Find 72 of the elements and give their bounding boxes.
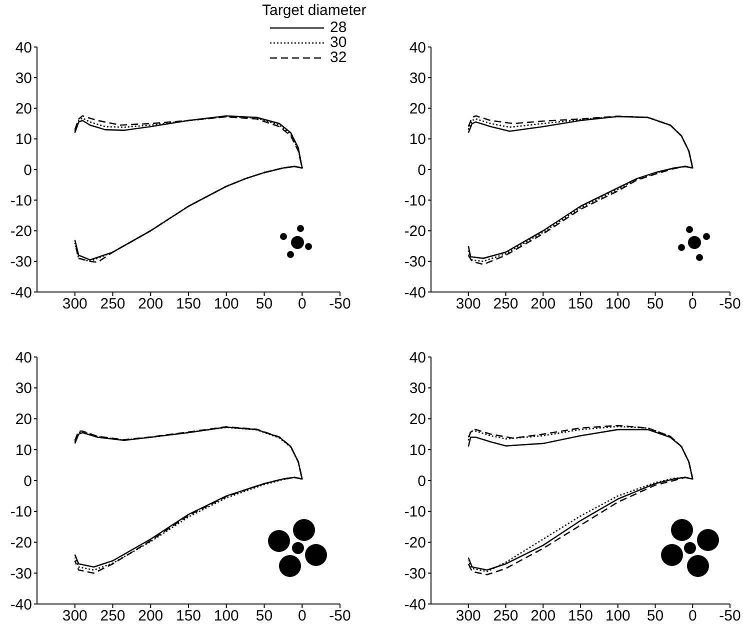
y-tick-label: -10 [404, 192, 426, 210]
y-tick-label: 0 [418, 472, 426, 490]
legend-label: 30 [330, 34, 347, 51]
y-tick-label: 10 [409, 131, 426, 148]
x-tick-label: 100 [605, 608, 630, 625]
x-tick-label: 200 [530, 608, 556, 625]
x-tick-label: 150 [568, 296, 594, 313]
x-tick-label: 150 [176, 608, 202, 625]
x-tick-label: 250 [493, 296, 518, 313]
x-tick-label: 150 [176, 296, 202, 313]
x-tick-label: 50 [646, 296, 664, 313]
x-tick-label: 50 [256, 608, 273, 625]
x-tick-label: -50 [719, 296, 741, 313]
x-tick-label: -50 [719, 608, 741, 625]
x-tick-label: 250 [100, 296, 126, 313]
y-tick-label: 10 [15, 131, 32, 148]
y-tick-label: -40 [404, 596, 426, 614]
x-tick-label: 300 [62, 608, 88, 625]
y-tick-label: 10 [409, 442, 426, 459]
legend-label: 28 [330, 19, 347, 36]
y-tick-label: 10 [15, 442, 32, 459]
y-tick-label: 0 [418, 162, 426, 179]
y-tick-label: 0 [24, 162, 32, 179]
x-tick-label: 100 [214, 296, 239, 313]
y-tick-label: -30 [10, 254, 32, 271]
x-tick-label: 100 [214, 608, 239, 625]
y-tick-label: 20 [409, 411, 426, 428]
y-tick-label: -20 [10, 534, 32, 552]
y-tick-label: -30 [404, 565, 426, 582]
y-tick-label: -10 [10, 192, 32, 210]
x-tick-label: 300 [456, 608, 481, 625]
x-tick-label: 200 [138, 608, 164, 625]
y-tick-label: -40 [10, 284, 32, 302]
legend-label: 32 [330, 49, 347, 66]
y-tick-label: 20 [15, 411, 32, 428]
x-tick-label: 0 [298, 296, 306, 313]
y-tick-label: 0 [24, 472, 32, 490]
y-tick-label: 30 [409, 70, 426, 87]
x-tick-label: -50 [329, 296, 351, 313]
x-tick-label: 250 [100, 608, 126, 625]
y-tick-label: -20 [404, 223, 426, 240]
x-tick-label: 0 [688, 296, 697, 313]
y-tick-label: -30 [10, 565, 32, 582]
y-tick-label: 20 [409, 100, 426, 118]
y-tick-label: -10 [10, 504, 32, 521]
x-tick-label: 300 [62, 296, 88, 313]
x-tick-label: 50 [646, 608, 664, 625]
x-tick-label: 300 [456, 296, 481, 313]
x-tick-label: 100 [605, 296, 630, 313]
y-tick-label: 40 [15, 349, 32, 366]
y-tick-label: -30 [404, 254, 426, 271]
x-tick-label: 250 [493, 608, 518, 625]
y-tick-label: -40 [404, 284, 426, 302]
x-tick-label: 150 [568, 608, 594, 625]
y-tick-label: 30 [15, 380, 32, 398]
y-tick-label: -20 [10, 223, 32, 240]
y-tick-label: -10 [404, 504, 426, 521]
y-tick-label: 30 [409, 380, 426, 398]
x-tick-label: 200 [530, 296, 556, 313]
legend-title: Target diameter [262, 2, 368, 19]
y-tick-label: 40 [409, 39, 426, 56]
x-tick-label: 200 [138, 296, 164, 313]
x-tick-label: 0 [688, 608, 697, 625]
x-tick-label: 50 [256, 296, 273, 313]
y-tick-label: 40 [409, 349, 426, 366]
y-tick-label: -20 [404, 534, 426, 552]
y-tick-label: 40 [15, 39, 32, 56]
y-tick-label: -40 [10, 596, 32, 614]
y-tick-label: 30 [15, 70, 32, 87]
x-tick-label: -50 [329, 608, 351, 625]
y-tick-label: 20 [15, 100, 32, 118]
x-tick-label: 0 [298, 608, 306, 625]
